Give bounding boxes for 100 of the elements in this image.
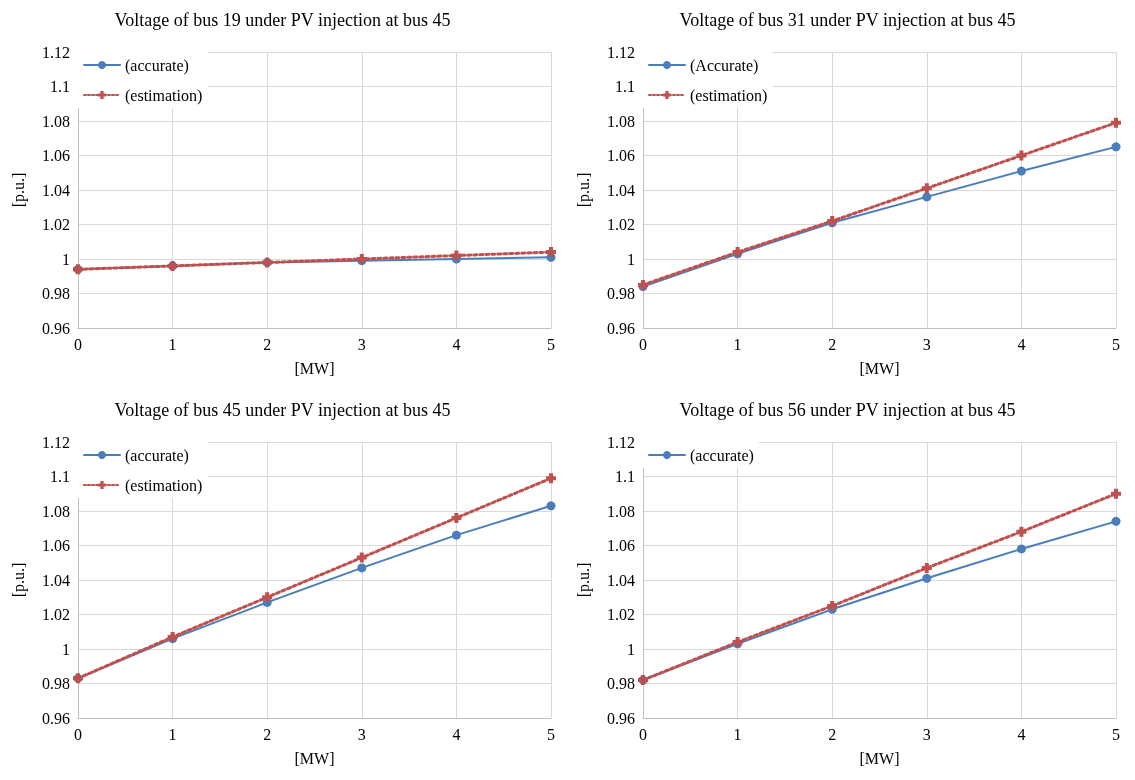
y-tick-label: 0.96	[607, 319, 635, 337]
y-tick-label: 1.04	[42, 571, 70, 589]
x-tick-label: 2	[828, 725, 837, 743]
y-tick-label: 1.08	[42, 112, 70, 130]
point	[1016, 166, 1026, 176]
y-tick-label: 1	[62, 250, 70, 268]
y-tick-label: 1.06	[42, 147, 70, 164]
x-tick-label: 2	[263, 725, 272, 743]
y-tick-label: 1.04	[42, 181, 70, 199]
point	[357, 563, 367, 573]
y-tick-label: 1.08	[42, 502, 70, 520]
x-tick-label: 0	[639, 335, 647, 353]
x-tick-label: 3	[922, 725, 931, 743]
y-tick-label: 1.04	[607, 571, 635, 589]
legend-label: (accurate)	[125, 56, 189, 75]
legend-label: (estimation)	[125, 86, 203, 105]
point	[546, 473, 556, 484]
y-axis-title: [p.u.]	[574, 172, 593, 208]
chart-title: Voltage of bus 19 under PV injection at bus 45	[114, 10, 451, 30]
point	[1016, 150, 1027, 161]
x-tick-label: 0	[639, 725, 647, 743]
y-tick-label: 1.08	[607, 502, 635, 520]
y-tick-label: 1.12	[42, 433, 70, 451]
y-tick-label: 1.1	[615, 78, 635, 95]
y-tick-label: 1.1	[50, 468, 70, 485]
point	[262, 592, 273, 603]
point	[1111, 516, 1121, 526]
point	[1111, 117, 1121, 128]
point	[1016, 544, 1026, 554]
legend-label: (accurate)	[690, 446, 754, 465]
x-tick-label: 2	[263, 335, 272, 353]
x-tick-label: 0	[74, 335, 82, 353]
legend-label: (accurate)	[125, 446, 189, 465]
y-tick-label: 1.08	[607, 112, 635, 130]
x-tick-label: 2	[828, 335, 837, 353]
y-tick-label: 1.1	[615, 468, 635, 485]
point	[546, 247, 556, 258]
point	[827, 600, 838, 611]
y-tick-label: 1.02	[42, 606, 70, 623]
x-tick-label: 4	[452, 335, 461, 353]
y-axis-title: [p.u.]	[574, 562, 593, 598]
y-tick-label: 1	[627, 640, 635, 658]
y-tick-label: 1.02	[42, 216, 70, 233]
y-axis-title: [p.u.]	[9, 562, 28, 598]
point	[922, 192, 932, 202]
x-tick-label: 1	[733, 335, 742, 353]
x-axis-title: [MW]	[294, 359, 335, 377]
x-tick-label: 5	[547, 335, 555, 353]
x-tick-label: 3	[357, 725, 366, 743]
y-tick-label: 0.96	[42, 319, 70, 337]
point	[921, 562, 932, 573]
x-tick-label: 4	[452, 725, 461, 743]
y-tick-label: 1.02	[607, 606, 635, 623]
y-tick-label: 1.12	[42, 43, 70, 61]
y-tick-label: 0.96	[42, 709, 70, 727]
x-tick-label: 5	[1112, 725, 1120, 743]
point	[922, 573, 932, 583]
y-tick-label: 1.1	[50, 78, 70, 95]
x-tick-label: 3	[357, 335, 366, 353]
y-tick-label: 1.06	[607, 537, 635, 554]
x-axis-title: [MW]	[859, 359, 900, 377]
point	[921, 183, 932, 194]
x-tick-label: 3	[922, 335, 931, 353]
x-tick-label: 4	[1017, 725, 1026, 743]
legend-label: (estimation)	[125, 476, 203, 495]
x-axis-title: [MW]	[294, 749, 335, 767]
point	[546, 501, 556, 511]
x-tick-label: 1	[733, 725, 742, 743]
y-tick-label: 1.12	[607, 43, 635, 61]
x-tick-label: 1	[168, 725, 177, 743]
y-tick-label: 1	[627, 250, 635, 268]
point	[451, 250, 462, 261]
x-tick-label: 5	[547, 725, 555, 743]
y-tick-label: 0.98	[42, 675, 70, 692]
x-tick-label: 4	[1017, 335, 1026, 353]
y-tick-label: 1.12	[607, 433, 635, 451]
point	[356, 552, 367, 563]
point	[1111, 142, 1121, 152]
y-tick-label: 1	[62, 640, 70, 658]
x-tick-label: 1	[168, 335, 177, 353]
point	[451, 512, 462, 523]
y-axis-title: [p.u.]	[9, 172, 28, 208]
x-tick-label: 0	[74, 725, 82, 743]
point	[1016, 526, 1027, 537]
point	[1111, 488, 1121, 499]
legend-label: (estimation)	[690, 86, 768, 105]
y-tick-label: 1.06	[42, 537, 70, 554]
y-tick-label: 0.98	[42, 285, 70, 302]
y-tick-label: 0.98	[607, 285, 635, 302]
chart-title: Voltage of bus 45 under PV injection at bus 45	[114, 400, 451, 420]
y-tick-label: 1.04	[607, 181, 635, 199]
chart-title: Voltage of bus 56 under PV injection at bus 45	[679, 400, 1016, 420]
x-axis-title: [MW]	[859, 749, 900, 767]
point	[451, 530, 461, 540]
x-tick-label: 5	[1112, 335, 1120, 353]
y-tick-label: 0.96	[607, 709, 635, 727]
legend-label: (Accurate)	[690, 56, 759, 75]
chart-title: Voltage of bus 31 under PV injection at bus 45	[679, 10, 1016, 30]
y-tick-label: 0.98	[607, 675, 635, 692]
y-tick-label: 1.02	[607, 216, 635, 233]
